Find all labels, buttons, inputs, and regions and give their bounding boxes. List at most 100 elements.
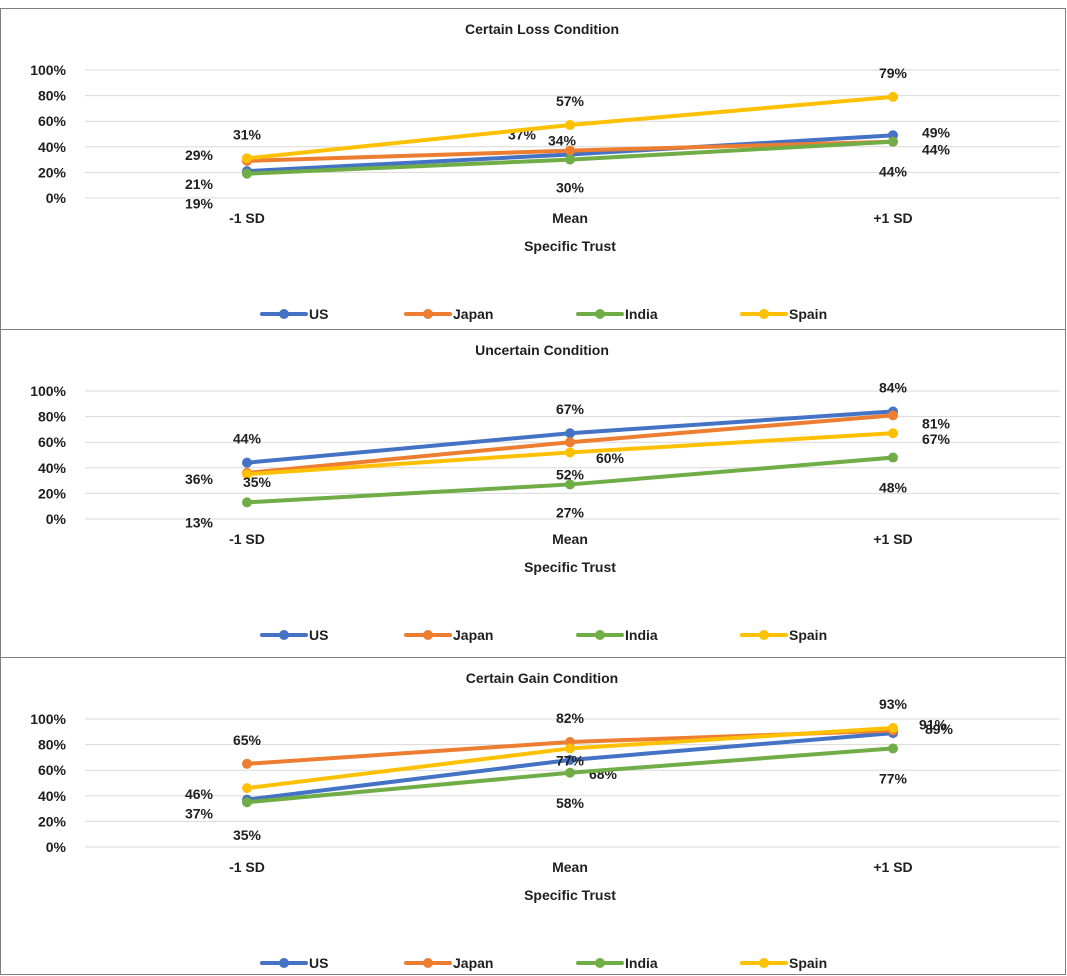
data-point xyxy=(565,754,575,765)
chart-title: Certain Loss Condition xyxy=(465,21,619,37)
data-point xyxy=(565,767,575,778)
data-label: 67% xyxy=(556,401,585,417)
legend-label: Spain xyxy=(789,627,827,643)
data-point xyxy=(565,120,575,131)
series-japan: 36% 60% 81% xyxy=(185,410,951,487)
data-label: 37% xyxy=(185,806,214,822)
data-point xyxy=(242,758,252,769)
legend-label: US xyxy=(309,627,328,643)
legend-marker-icon xyxy=(279,958,289,968)
legend-item-us: US xyxy=(260,306,328,322)
x-axis-label: Specific Trust xyxy=(524,559,616,575)
data-point xyxy=(242,153,252,164)
data-label: 35% xyxy=(243,474,272,490)
data-point xyxy=(565,145,575,156)
data-point xyxy=(242,469,252,480)
y-tick-label: 80% xyxy=(38,737,67,753)
legend-label: US xyxy=(309,306,328,322)
series-spain: 46% 77% 93% xyxy=(185,696,908,802)
data-label: 89% xyxy=(925,721,954,737)
y-tick-label: 80% xyxy=(38,88,67,104)
data-point xyxy=(888,91,898,102)
data-label: 82% xyxy=(556,710,585,726)
series-us: 37%68%89% xyxy=(185,721,954,822)
legend-item-us: US xyxy=(260,955,328,971)
data-label: 91% xyxy=(919,717,948,733)
x-axis-label: Specific Trust xyxy=(524,887,616,903)
data-point xyxy=(888,428,898,439)
chart-title: Certain Gain Condition xyxy=(466,670,618,686)
x-tick-label: +1 SD xyxy=(873,531,912,547)
data-point xyxy=(565,428,575,439)
data-point xyxy=(565,447,575,458)
x-tick-label: -1 SD xyxy=(229,210,265,226)
data-label: 52% xyxy=(556,466,585,482)
x-tick-label: Mean xyxy=(552,859,588,875)
data-point xyxy=(565,437,575,448)
x-tick-label: +1 SD xyxy=(873,210,912,226)
data-label: 93% xyxy=(879,696,908,712)
data-label: 79% xyxy=(879,65,908,81)
data-label: 58% xyxy=(556,795,585,811)
legend: US Japan India Spain xyxy=(260,306,827,322)
data-point xyxy=(888,722,898,733)
legend-label: India xyxy=(625,955,658,971)
chart-panel-2: Uncertain Condition 0% 20% 40% 60% 80% 100% -1 … xyxy=(0,329,1066,658)
chart-title: Uncertain Condition xyxy=(475,342,609,358)
data-point xyxy=(242,497,252,508)
data-label: 35% xyxy=(233,827,262,843)
chart-panel-1: Certain Loss Condition 0% 20% 40% 60% 80% 100%… xyxy=(0,8,1066,330)
series-spain: 35% 52% 67% xyxy=(242,428,951,490)
data-label: 44% xyxy=(233,431,262,447)
data-label: 19% xyxy=(185,196,214,212)
data-label: 44% xyxy=(922,142,951,158)
y-tick-label: 0% xyxy=(46,190,67,206)
y-tick-label: 60% xyxy=(38,434,67,450)
legend: US Japan India Spain xyxy=(260,627,827,643)
data-label: 77% xyxy=(556,752,585,768)
legend-label: Spain xyxy=(789,955,827,971)
data-label: 34% xyxy=(548,132,577,148)
data-label: 27% xyxy=(556,504,585,520)
data-point xyxy=(565,154,575,165)
legend-marker-icon xyxy=(279,309,289,319)
series-spain: 31% 57% 79% xyxy=(233,65,908,164)
legend-marker-icon xyxy=(595,309,605,319)
legend: US Japan India Spain xyxy=(260,955,827,971)
data-label: 13% xyxy=(185,514,214,530)
data-label: 29% xyxy=(185,147,214,163)
data-label: 44% xyxy=(879,164,908,180)
y-tick-label: 60% xyxy=(38,762,67,778)
legend-label: US xyxy=(309,955,328,971)
legend-label: Japan xyxy=(453,306,493,322)
legend-item-japan: Japan xyxy=(404,955,493,971)
legend-item-japan: Japan xyxy=(404,306,493,322)
legend-marker-icon xyxy=(595,958,605,968)
legend-marker-icon xyxy=(759,630,769,640)
y-tick-label: 20% xyxy=(38,164,67,180)
series-india: 35% 58% 77% xyxy=(233,743,908,843)
data-label: 36% xyxy=(185,471,214,487)
legend-item-japan: Japan xyxy=(404,627,493,643)
legend-marker-icon xyxy=(759,958,769,968)
legend-item-spain: Spain xyxy=(740,306,827,322)
legend-label: India xyxy=(625,627,658,643)
series-india: 19% 30% 44% xyxy=(185,136,908,212)
data-label: 67% xyxy=(922,431,951,447)
x-tick-label: -1 SD xyxy=(229,859,265,875)
data-label: 21% xyxy=(185,176,214,192)
data-point xyxy=(242,457,252,468)
legend-marker-icon xyxy=(423,630,433,640)
legend-item-india: India xyxy=(576,627,658,643)
legend-item-spain: Spain xyxy=(740,627,827,643)
y-tick-label: 100% xyxy=(30,711,66,727)
panel-border xyxy=(0,657,1066,975)
y-tick-label: 20% xyxy=(38,813,67,829)
data-label: 60% xyxy=(596,450,625,466)
legend-marker-icon xyxy=(423,309,433,319)
legend-label: Japan xyxy=(453,627,493,643)
data-point xyxy=(242,168,252,179)
data-label: 46% xyxy=(185,786,214,802)
